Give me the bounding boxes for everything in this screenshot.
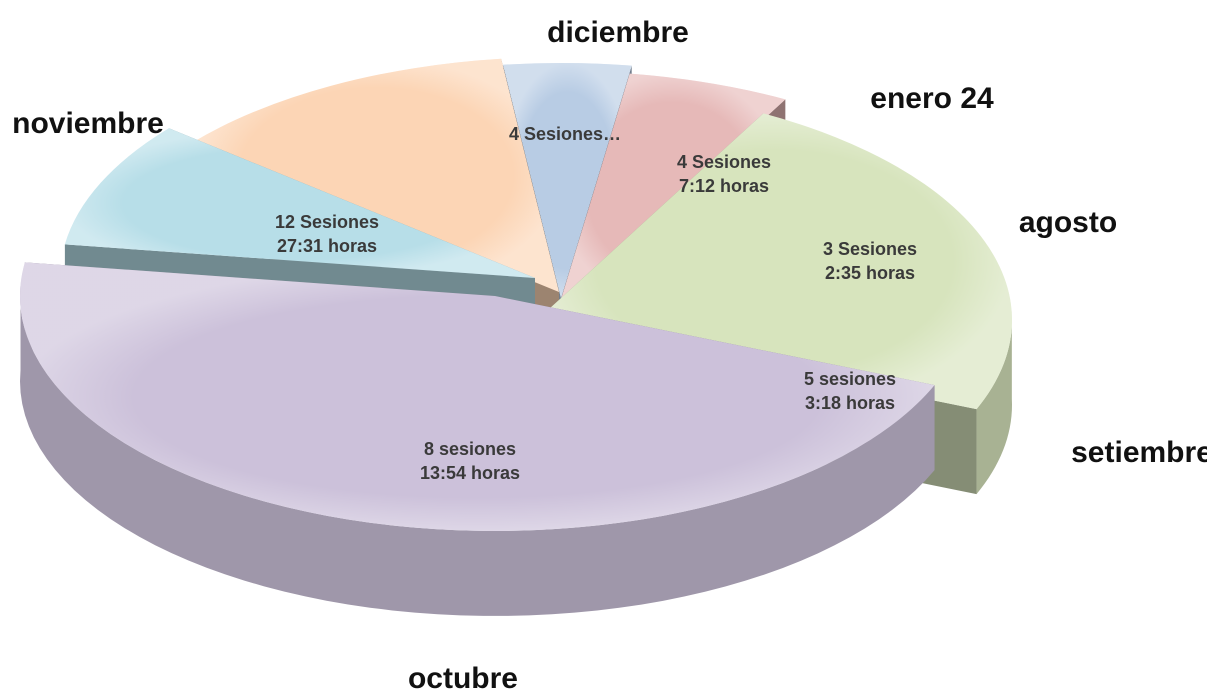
category-label-setiembre: setiembre [1071, 436, 1207, 469]
data-label-line: 8 sesiones [424, 439, 516, 459]
data-label-line: 7:12 horas [679, 176, 769, 196]
category-label-diciembre: diciembre [547, 16, 689, 49]
slice-sheen [503, 62, 632, 299]
data-label-agosto: 3 Sesiones 2:35 horas [823, 239, 917, 283]
data-label-line: 12 Sesiones [275, 212, 379, 232]
data-label-line: 4 Sesiones… [509, 124, 621, 144]
data-label-diciembre: 4 Sesiones… [509, 124, 621, 144]
slice-noviembre [20, 262, 935, 616]
data-label-line: 27:31 horas [277, 236, 377, 256]
slice-sheen [192, 58, 559, 293]
category-label-enero-24: enero 24 [870, 82, 994, 115]
category-label-noviembre: noviembre [12, 107, 164, 140]
slice-rim [976, 313, 1012, 495]
data-label-line: 3 Sesiones [823, 239, 917, 259]
slice-sheen [20, 262, 935, 531]
category-label-octubre: octubre [408, 662, 518, 695]
data-label-enero-24: 4 Sesiones 7:12 horas [677, 152, 771, 196]
data-label-line: 13:54 horas [420, 463, 520, 483]
data-label-line: 5 sesiones [804, 369, 896, 389]
data-label-octubre: 8 sesiones 13:54 horas [420, 439, 520, 483]
labels-layer: 3 Sesiones 2:35 horas agosto 5 sesiones 3:18… [12, 16, 1207, 695]
data-label-line: 4 Sesiones [677, 152, 771, 172]
slices-layer [20, 58, 1012, 616]
slice-sheen [64, 128, 535, 278]
data-label-setiembre: 5 sesiones 3:18 horas [804, 369, 896, 413]
data-label-noviembre: 12 Sesiones 27:31 horas [275, 212, 379, 256]
slice-rim [20, 284, 935, 616]
slice-sheen [559, 73, 786, 306]
category-label-agosto: agosto [1019, 206, 1117, 239]
data-label-line: 2:35 horas [825, 263, 915, 283]
data-label-line: 3:18 horas [805, 393, 895, 413]
